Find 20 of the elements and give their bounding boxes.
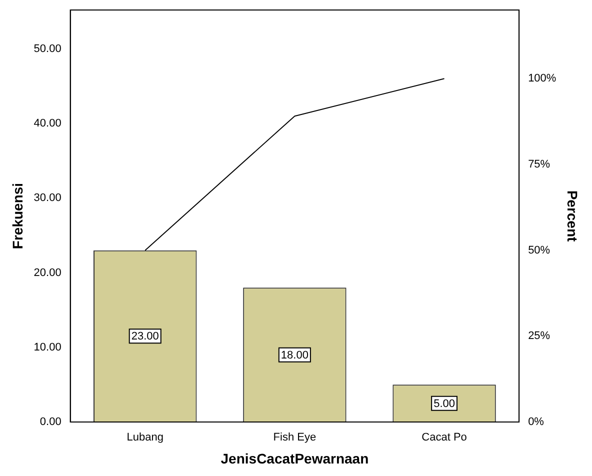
y2-tick-label: 75%	[528, 158, 550, 171]
y-tick-label: 20.00	[34, 266, 62, 279]
x-tick-label: Fish Eye	[273, 432, 316, 444]
y-tick-label: 40.00	[34, 117, 62, 130]
data-label: 5.00	[434, 398, 455, 410]
y-axis-title: Frekuensi	[9, 182, 26, 250]
y-tick-label: 10.00	[34, 341, 62, 354]
y-tick-label: 0.00	[40, 416, 62, 428]
x-tick-label: Cacat Po	[422, 432, 467, 444]
x-tick-label: Lubang	[126, 432, 164, 444]
y2-tick-label: 100%	[528, 72, 556, 85]
data-label: 23.00	[131, 330, 159, 343]
y2-axis-title: Percent	[564, 190, 581, 242]
x-axis-title: JenisCacatPewarnaan	[220, 450, 369, 466]
y2-tick-label: 0%	[528, 416, 544, 428]
data-label: 18.00	[280, 349, 308, 362]
y-tick-label: 30.00	[34, 192, 62, 204]
y2-tick-label: 50%	[528, 244, 550, 256]
y-tick-label: 50.00	[34, 42, 62, 55]
y2-tick-label: 25%	[528, 330, 550, 342]
